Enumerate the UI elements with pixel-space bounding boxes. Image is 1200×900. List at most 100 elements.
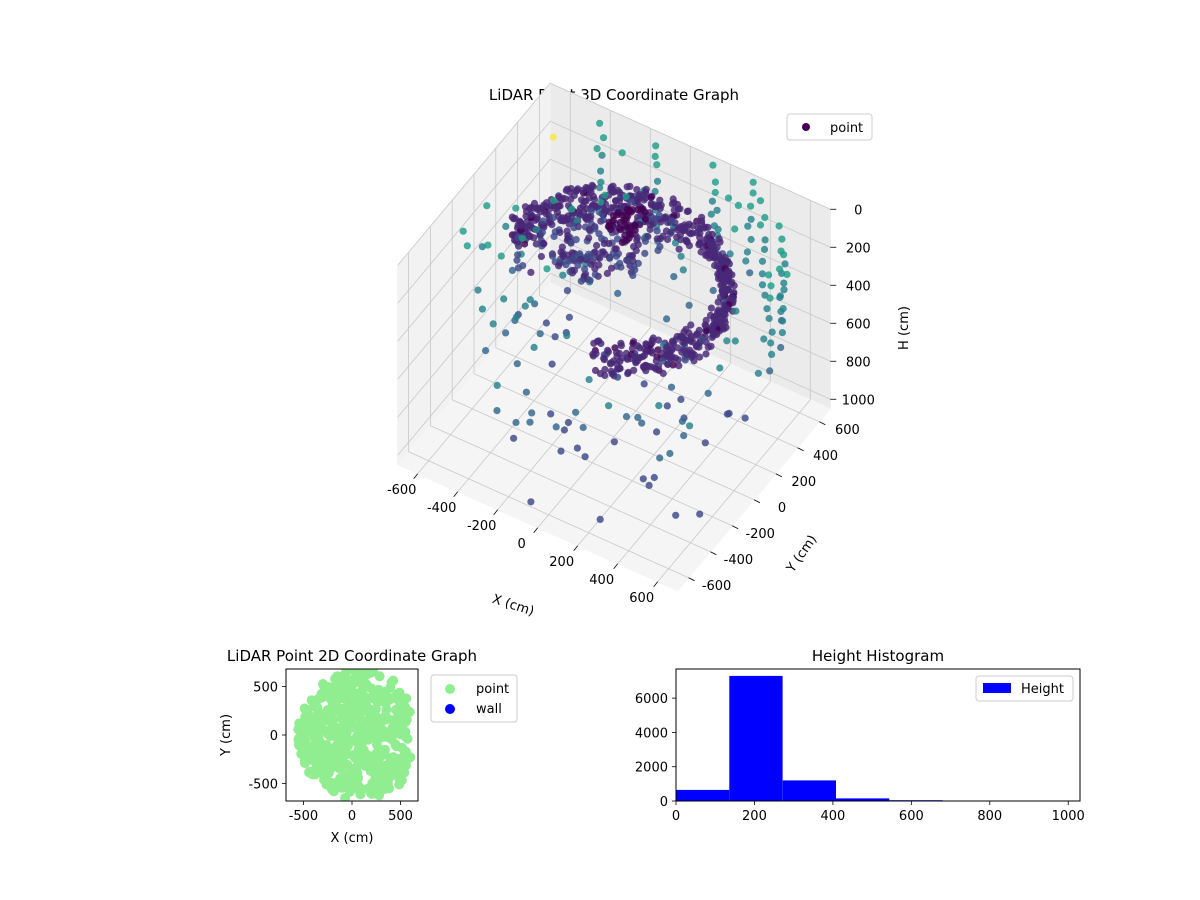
scatter3d-point xyxy=(638,419,646,427)
scatter2d-point xyxy=(350,771,361,782)
scatter3d-zlabel: H (cm) xyxy=(897,306,912,350)
scatter3d-point xyxy=(591,366,600,375)
scatter2d-ytick-label: 500 xyxy=(253,680,278,695)
scatter2d-point xyxy=(351,669,362,676)
scatter3d-point xyxy=(574,261,582,269)
scatter3d-point xyxy=(749,178,757,186)
scatter2d-xtick-label: 500 xyxy=(388,809,413,824)
scatter3d-legend-label: point xyxy=(830,121,863,136)
scatter3d-point xyxy=(698,217,706,225)
scatter3d-point xyxy=(731,337,739,345)
scatter3d-xtick-label: -600 xyxy=(387,483,417,498)
scatter3d-xtick-mark xyxy=(613,563,619,569)
scatter3d-point xyxy=(719,287,727,295)
scatter3d-point xyxy=(663,315,671,323)
scatter3d-point xyxy=(670,206,678,214)
scatter3d-gridline-y xyxy=(495,347,776,475)
scatter3d-point xyxy=(497,252,505,260)
scatter3d-point xyxy=(704,389,712,397)
scatter3d-ytick-label: -400 xyxy=(724,553,754,568)
scatter3d-point xyxy=(700,224,709,232)
scatter3d-point xyxy=(608,264,616,272)
scatter3d-point xyxy=(618,238,626,247)
scatter3d-point xyxy=(549,196,558,205)
scatter3d-point xyxy=(622,193,630,201)
scatter2d-point xyxy=(342,759,353,770)
scatter3d-ytick-mark xyxy=(710,551,717,556)
scatter2d-point xyxy=(318,765,329,776)
scatter3d-point xyxy=(631,221,639,229)
scatter2d-points xyxy=(293,669,416,801)
scatter3d-point xyxy=(672,511,680,519)
scatter3d-point xyxy=(605,402,613,410)
scatter2d-point xyxy=(365,765,376,776)
scatter3d-point xyxy=(562,186,570,195)
scatter3d-point xyxy=(760,245,769,253)
scatter3d-point xyxy=(542,210,550,218)
scatter3d-point xyxy=(509,434,518,442)
scatter3d-legend-box xyxy=(786,113,873,141)
scatter3d-point xyxy=(678,417,687,425)
scatter3d-htick-label: 600 xyxy=(846,317,871,332)
scatter3d-point xyxy=(668,217,676,225)
scatter3d-xtick-label: 400 xyxy=(589,573,614,588)
scatter3d-point xyxy=(629,271,637,279)
scatter3d-point xyxy=(508,266,516,274)
scatter3d-point xyxy=(567,239,575,247)
scatter3d-point xyxy=(614,289,622,297)
scatter3d-point xyxy=(493,381,501,389)
histogram-ytick-label: 2000 xyxy=(635,761,668,776)
scatter3d-point xyxy=(698,335,706,343)
scatter3d-point xyxy=(648,339,656,347)
scatter3d-point xyxy=(652,142,660,150)
scatter3d-point xyxy=(677,252,685,260)
scatter3d-point xyxy=(526,221,535,229)
scatter3d-point xyxy=(744,222,752,230)
scatter2d-point xyxy=(317,745,327,756)
scatter3d-point xyxy=(527,498,535,506)
scatter3d-point xyxy=(641,237,650,245)
scatter3d-point xyxy=(623,183,631,191)
scatter3d-point xyxy=(530,234,538,242)
scatter3d-gridline-y xyxy=(430,425,711,553)
scatter3d-point xyxy=(627,208,636,216)
scatter3d-point xyxy=(671,239,680,247)
scatter2d-point xyxy=(324,779,335,790)
scatter3d-ytick-mark xyxy=(732,525,739,530)
scatter3d-gridline-h xyxy=(397,120,551,304)
scatter3d-point xyxy=(696,510,704,518)
scatter3d-point xyxy=(713,206,721,214)
scatter3d-point xyxy=(781,260,789,268)
scatter3d-legend-marker xyxy=(802,123,810,131)
scatter3d-xtick-label: -200 xyxy=(467,519,497,534)
scatter3d-point xyxy=(493,407,501,415)
scatter3d-point xyxy=(714,298,722,306)
scatter3d-point xyxy=(612,197,620,205)
scatter3d-point xyxy=(459,227,467,235)
scatter3d-point xyxy=(687,337,695,345)
scatter2d-point xyxy=(295,741,306,752)
scatter3d-point xyxy=(760,335,768,343)
scatter3d-point xyxy=(687,321,695,329)
scatter3d-point xyxy=(642,340,650,348)
scatter3d-point xyxy=(721,278,729,286)
scatter3d-point xyxy=(603,269,612,277)
scatter3d-point xyxy=(528,409,536,417)
scatter3d-point xyxy=(551,333,559,341)
scatter3d-point xyxy=(585,234,593,242)
scatter3d-point xyxy=(708,197,717,205)
scatter3d-point xyxy=(557,447,565,455)
scatter3d-point xyxy=(641,249,649,257)
scatter3d-point xyxy=(527,203,536,211)
scatter3d-point xyxy=(521,302,529,310)
scatter3d-point xyxy=(519,262,527,270)
scatter3d-point xyxy=(565,313,574,321)
scatter3d-point xyxy=(622,413,631,421)
scatter3d-point xyxy=(701,321,709,329)
scatter3d-point xyxy=(630,262,638,271)
scatter3d-point xyxy=(702,350,710,358)
scatter2d-title: LiDAR Point 2D Coordinate Graph xyxy=(227,647,477,665)
scatter3d-htick-label: 0 xyxy=(854,203,862,218)
scatter2d-point xyxy=(384,783,394,794)
scatter3d-point xyxy=(631,353,639,361)
